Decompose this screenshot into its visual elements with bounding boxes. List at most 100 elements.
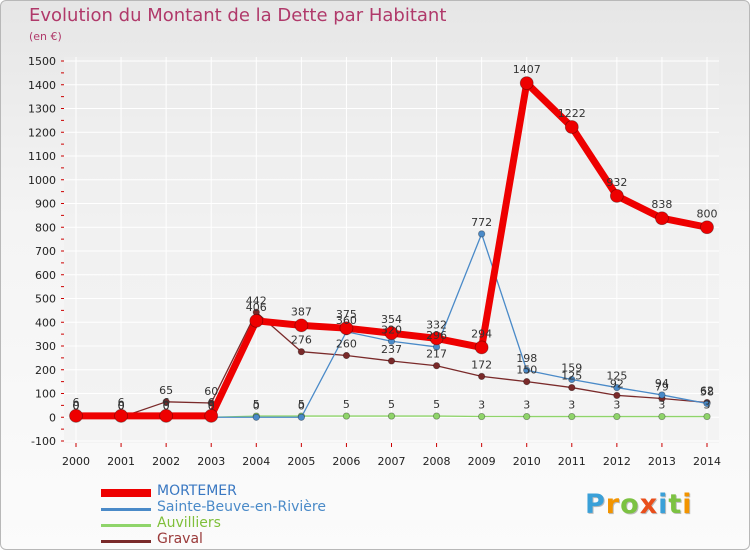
data-point-graval [342, 351, 351, 360]
data-label-sainte-beuve-en-rivi-re: 0 [118, 399, 125, 412]
data-label-mortemer: 800 [697, 207, 718, 220]
legend-swatch-graval [101, 539, 151, 543]
data-label-auvilliers: 5 [388, 398, 395, 411]
legend-swatch-auvilliers [101, 523, 151, 527]
proxiti-logo: Proxiti [585, 489, 693, 520]
chart-subtitle: (en €) [29, 30, 62, 43]
data-label-mortemer: 1407 [513, 63, 541, 76]
data-point-auvilliers [387, 412, 396, 420]
y-tick-label: 800 [35, 221, 56, 234]
data-point-mortemer [700, 220, 714, 235]
data-label-sainte-beuve-en-rivi-re: 320 [381, 323, 402, 336]
legend-item-mortemer: MORTEMER [101, 483, 381, 501]
x-tick-label: 2004 [242, 455, 270, 468]
data-point-sainte-beuve-en-rivi-re [568, 375, 576, 384]
legend-item-graval: Graval [101, 531, 381, 549]
data-point-mortemer [159, 408, 174, 423]
data-label-graval: 125 [561, 370, 582, 383]
data-point-sainte-beuve-en-rivi-re [523, 366, 531, 374]
legend-swatch-sainte-beuve-en-rivi-re [101, 507, 151, 511]
data-label-graval: 92 [610, 377, 624, 390]
data-label-auvilliers: 0 [208, 399, 215, 412]
data-point-mortemer [204, 408, 219, 423]
data-point-mortemer [564, 120, 579, 134]
x-tick-label: 2002 [152, 455, 180, 468]
data-label-sainte-beuve-en-rivi-re: 296 [426, 329, 447, 342]
x-tick-label: 2013 [648, 455, 676, 468]
data-point-graval [478, 372, 486, 380]
data-label-mortemer: 406 [246, 301, 267, 314]
data-label-graval: 172 [471, 358, 492, 371]
data-label-mortemer: 332 [426, 318, 447, 331]
data-label-sainte-beuve-en-rivi-re: 0 [73, 399, 80, 412]
data-point-sainte-beuve-en-rivi-re [703, 399, 711, 408]
data-label-graval: 150 [516, 364, 537, 377]
chart-title: Evolution du Montant de la Dette par Hab… [29, 5, 447, 26]
data-label-mortemer: 6 [163, 396, 170, 409]
x-tick-label: 2014 [693, 455, 721, 468]
data-label-auvilliers: 0 [118, 399, 125, 412]
data-point-auvilliers [613, 412, 621, 421]
data-point-graval [568, 383, 576, 392]
data-label-graval: 60 [204, 385, 218, 398]
data-point-sainte-beuve-en-rivi-re [658, 391, 666, 399]
y-tick-label: 1200 [28, 126, 56, 139]
data-point-mortemer [69, 408, 83, 423]
legend-label-sainte-beuve-en-rivi-re: Sainte-Beuve-en-Rivière [157, 499, 326, 515]
data-label-auvilliers: 5 [298, 398, 305, 411]
data-label-graval: 442 [246, 294, 267, 307]
data-label-graval: 0 [73, 399, 80, 412]
legend-label-graval: Graval [157, 531, 203, 547]
data-point-sainte-beuve-en-rivi-re [478, 230, 486, 238]
data-label-sainte-beuve-en-rivi-re: 58 [700, 385, 714, 398]
data-point-auvilliers [658, 412, 666, 421]
data-label-auvilliers: 5 [433, 398, 440, 411]
x-tick-label: 2005 [287, 455, 315, 468]
data-label-auvilliers: 5 [343, 398, 350, 411]
y-tick-label: 700 [35, 245, 56, 258]
data-label-sainte-beuve-en-rivi-re: 0 [208, 399, 215, 412]
y-tick-label: 400 [35, 316, 56, 329]
data-label-sainte-beuve-en-rivi-re: 198 [516, 352, 537, 365]
data-label-mortemer: 6 [73, 396, 80, 409]
data-point-auvilliers [568, 412, 576, 421]
data-label-sainte-beuve-en-rivi-re: 94 [655, 377, 669, 390]
y-tick-label: 500 [35, 293, 56, 306]
data-label-auvilliers: 3 [613, 399, 620, 412]
data-label-auvilliers: 3 [478, 399, 485, 412]
data-point-sainte-beuve-en-rivi-re [252, 413, 260, 421]
data-label-mortemer: 294 [471, 327, 492, 340]
y-tick-label: 300 [35, 340, 56, 353]
data-point-graval [162, 398, 170, 406]
data-label-mortemer: 375 [336, 308, 357, 321]
data-point-mortemer [294, 318, 309, 333]
legend-label-auvilliers: Auvilliers [157, 515, 221, 531]
data-label-mortemer: 354 [381, 313, 402, 326]
data-point-auvilliers [432, 412, 441, 420]
data-point-mortemer [429, 331, 444, 346]
y-tick-label: 900 [35, 198, 56, 211]
legend-item-sainte-beuve-en-rivi-re: Sainte-Beuve-en-Rivière [101, 499, 381, 517]
data-point-sainte-beuve-en-rivi-re [297, 413, 305, 421]
y-tick-label: 0 [49, 411, 56, 424]
data-label-auvilliers: 3 [523, 399, 530, 412]
data-point-mortemer [114, 408, 128, 423]
data-label-mortemer: 387 [291, 305, 312, 318]
data-label-mortemer: 932 [606, 176, 627, 189]
y-tick-label: 1300 [28, 103, 56, 116]
data-point-mortemer [519, 76, 534, 90]
data-point-mortemer [339, 321, 354, 336]
data-label-sainte-beuve-en-rivi-re: 0 [298, 399, 305, 412]
data-label-auvilliers: 0 [73, 399, 80, 412]
data-point-graval [613, 391, 621, 399]
data-point-auvilliers [478, 412, 486, 421]
data-point-auvilliers [703, 412, 711, 421]
data-label-auvilliers: 3 [658, 399, 665, 412]
data-label-auvilliers: 5 [253, 398, 260, 411]
y-tick-label: 1000 [28, 174, 56, 187]
data-label-sainte-beuve-en-rivi-re: 0 [253, 399, 260, 412]
data-label-graval: 217 [426, 348, 447, 361]
data-label-auvilliers: 0 [163, 399, 170, 412]
data-point-mortemer [249, 313, 264, 328]
